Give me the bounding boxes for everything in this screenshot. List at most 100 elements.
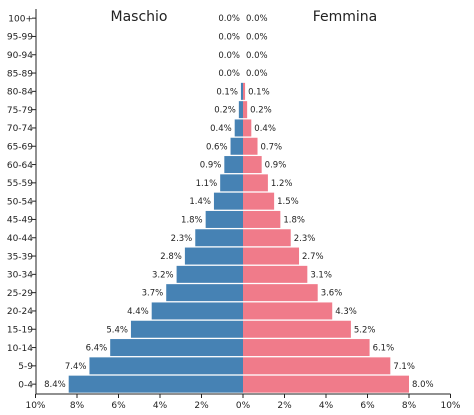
x-tick-label: 4% (153, 401, 168, 411)
value-label-male-65-69: 0.6% (206, 142, 228, 152)
bar-male-75-79 (238, 101, 243, 119)
x-tick-label: 10% (440, 401, 460, 411)
age-label-70-74: 70-74 (7, 124, 33, 134)
age-label-5-9: 5-9 (18, 362, 33, 372)
bar-male-40-44 (195, 229, 243, 247)
legend-label-femmina: Femmina (313, 9, 378, 25)
bar-female-45-49 (243, 210, 281, 228)
age-label-95-99: 95-99 (7, 33, 33, 43)
value-label-female-85-89: 0.0% (246, 69, 268, 79)
value-label-male-85-89: 0.0% (218, 69, 240, 79)
x-tick-label: 6% (111, 401, 126, 411)
value-label-female-50-54: 1.5% (277, 197, 299, 207)
value-label-female-80-84: 0.1% (248, 87, 270, 97)
x-tick-label: 4% (319, 401, 334, 411)
bar-male-50-54 (213, 192, 243, 210)
bar-female-30-34 (243, 265, 308, 283)
value-label-female-25-29: 3.6% (321, 289, 343, 299)
bar-male-65-69 (230, 137, 243, 155)
x-tick-label: 2% (194, 401, 209, 411)
age-label-35-39: 35-39 (7, 252, 33, 262)
age-label-25-29: 25-29 (7, 289, 33, 299)
age-label-10-14: 10-14 (7, 344, 33, 354)
value-label-male-10-14: 6.4% (86, 344, 108, 354)
value-label-male-80-84: 0.1% (216, 87, 238, 97)
value-label-female-45-49: 1.8% (283, 215, 305, 225)
bar-male-70-74 (234, 119, 243, 137)
bar-female-35-39 (243, 247, 300, 265)
age-label-85-89: 85-89 (7, 69, 33, 79)
value-label-female-70-74: 0.4% (254, 124, 276, 134)
age-label-80-84: 80-84 (7, 88, 33, 98)
age-label-60-64: 60-64 (7, 161, 33, 171)
bar-female-70-74 (243, 119, 252, 137)
value-label-male-15-19: 5.4% (106, 325, 128, 335)
value-label-female-0-4: 8.0% (412, 380, 434, 390)
bar-male-30-34 (176, 265, 243, 283)
value-label-female-5-9: 7.1% (393, 362, 415, 372)
bar-male-25-29 (166, 284, 243, 302)
bar-female-25-29 (243, 284, 318, 302)
bar-female-75-79 (243, 101, 248, 119)
age-label-20-24: 20-24 (7, 307, 33, 317)
x-tick-label: 6% (360, 401, 375, 411)
value-label-male-30-34: 3.2% (152, 270, 174, 280)
value-label-female-65-69: 0.7% (261, 142, 283, 152)
value-label-male-0-4: 8.4% (44, 380, 66, 390)
bar-female-65-69 (243, 137, 258, 155)
age-label-55-59: 55-59 (7, 179, 33, 189)
bar-male-15-19 (130, 320, 243, 338)
bar-female-80-84 (243, 82, 246, 100)
x-tick-label: 8% (70, 401, 85, 411)
value-label-male-60-64: 0.9% (200, 161, 222, 171)
value-label-female-30-34: 3.1% (310, 270, 332, 280)
age-label-0-4: 0-4 (18, 380, 33, 390)
bar-female-40-44 (243, 229, 291, 247)
age-label-65-69: 65-69 (7, 142, 33, 152)
bar-male-35-39 (184, 247, 243, 265)
x-tick-label: 8% (402, 401, 417, 411)
value-label-female-15-19: 5.2% (354, 325, 376, 335)
value-label-male-45-49: 1.8% (181, 215, 203, 225)
bar-female-20-24 (243, 302, 333, 320)
bar-male-55-59 (220, 174, 243, 192)
value-label-female-100plus: 0.0% (246, 14, 268, 24)
bar-male-5-9 (89, 357, 243, 375)
value-label-male-25-29: 3.7% (142, 289, 164, 299)
bar-female-50-54 (243, 192, 275, 210)
value-label-male-70-74: 0.4% (210, 124, 232, 134)
age-label-75-79: 75-79 (7, 106, 33, 116)
bar-male-20-24 (151, 302, 243, 320)
bar-male-80-84 (240, 82, 243, 100)
bar-male-0-4 (68, 375, 243, 393)
bar-female-55-59 (243, 174, 268, 192)
value-label-male-5-9: 7.4% (65, 362, 87, 372)
value-label-male-75-79: 0.2% (214, 106, 236, 116)
age-label-15-19: 15-19 (7, 325, 33, 335)
bar-female-5-9 (243, 357, 391, 375)
legend-label-maschio: Maschio (111, 9, 168, 25)
x-tick-label: 10% (25, 401, 45, 411)
bar-male-45-49 (205, 210, 243, 228)
bars-layer (68, 82, 409, 393)
bar-female-0-4 (243, 375, 409, 393)
bar-female-15-19 (243, 320, 351, 338)
labels-layer: 100+ 0.0% 0.0% 95-99 0.0% 0.0% 90-94 0.0% 0.0% 85… (7, 14, 461, 411)
value-label-male-40-44: 2.3% (171, 234, 193, 244)
value-label-female-55-59: 1.2% (271, 179, 293, 189)
value-label-female-40-44: 2.3% (294, 234, 316, 244)
value-label-male-100plus: 0.0% (218, 14, 240, 24)
age-label-50-54: 50-54 (7, 197, 33, 207)
age-label-45-49: 45-49 (7, 216, 33, 226)
axis-layer (32, 9, 451, 398)
bar-female-10-14 (243, 339, 370, 357)
x-tick-label: 0% (236, 401, 251, 411)
age-label-90-94: 90-94 (7, 51, 33, 61)
value-label-male-50-54: 1.4% (189, 197, 211, 207)
age-label-30-34: 30-34 (7, 271, 33, 281)
value-label-female-10-14: 6.1% (373, 344, 395, 354)
value-label-male-20-24: 4.4% (127, 307, 149, 317)
value-label-male-90-94: 0.0% (218, 51, 240, 61)
value-label-female-35-39: 2.7% (302, 252, 324, 262)
